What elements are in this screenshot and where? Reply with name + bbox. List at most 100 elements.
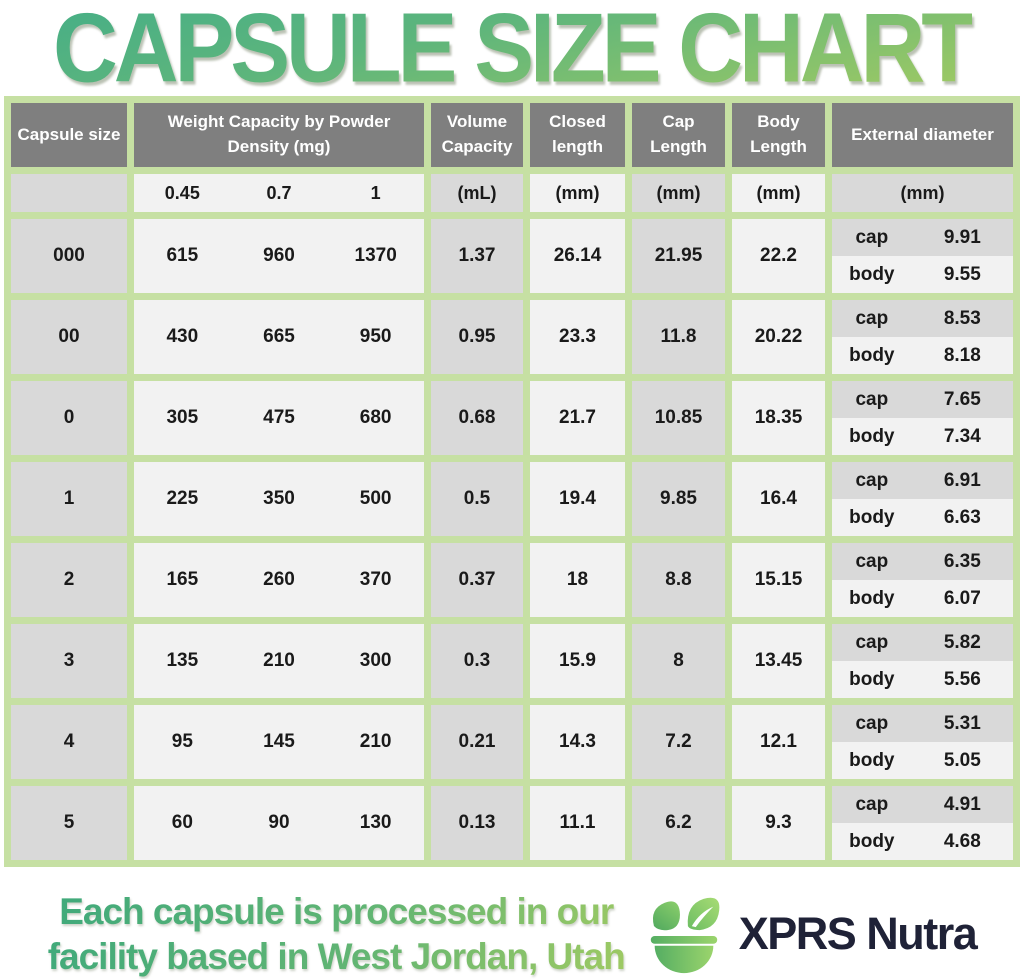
cell-body-length: 15.15 xyxy=(732,543,825,617)
cell-cap-length: 21.95 xyxy=(632,219,725,293)
tagline-line-2: facility based in West Jordan, Utah xyxy=(47,936,625,978)
cell-external-diameter: cap 9.91 body 9.55 xyxy=(832,219,1013,293)
external-body-subrow: body 5.56 xyxy=(832,661,1013,698)
external-cap-subrow: cap 5.31 xyxy=(832,705,1013,742)
external-body-subrow: body 7.34 xyxy=(832,418,1013,455)
table-row: 5 60 90 130 0.13 11.1 6.2 9.3 cap 4.91 b… xyxy=(11,786,1013,860)
cell-weights: 430 665 950 xyxy=(134,300,424,374)
cell-volume: 0.5 xyxy=(431,462,523,536)
cell-weight-07: 350 xyxy=(263,488,295,509)
external-cap-label: cap xyxy=(855,631,889,653)
units-body: (mm) xyxy=(732,174,825,212)
table-header-row: Capsule size Weight Capacity by Powder D… xyxy=(11,103,1013,167)
density-045: 0.45 xyxy=(164,182,200,203)
external-cap-subrow: cap 6.35 xyxy=(832,543,1013,580)
external-cap-label: cap xyxy=(855,226,889,248)
external-cap-subrow: cap 6.91 xyxy=(832,462,1013,499)
external-cap-label: cap xyxy=(855,550,889,572)
cell-closed-length: 11.1 xyxy=(530,786,625,860)
cell-external-diameter: cap 6.35 body 6.07 xyxy=(832,543,1013,617)
cell-weight-045: 430 xyxy=(166,326,199,347)
cell-external-diameter: cap 4.91 body 4.68 xyxy=(832,786,1013,860)
header-weight-capacity: Weight Capacity by Powder Density (mg) xyxy=(134,103,424,167)
cell-weight-1: 950 xyxy=(359,326,392,347)
cell-body-length: 22.2 xyxy=(732,219,825,293)
cell-volume: 0.95 xyxy=(431,300,523,374)
cell-weight-1: 1370 xyxy=(354,245,397,266)
external-body-label: body xyxy=(849,344,895,366)
cell-capsule-size: 3 xyxy=(11,624,127,698)
cell-weight-045: 60 xyxy=(171,812,193,833)
capsule-size-table: Capsule size Weight Capacity by Powder D… xyxy=(4,96,1020,867)
cell-capsule-size: 4 xyxy=(11,705,127,779)
external-body-value: 4.68 xyxy=(943,830,981,852)
brand-name: XPRS Nutra xyxy=(738,908,978,960)
cell-cap-length: 6.2 xyxy=(632,786,725,860)
cell-weight-07: 475 xyxy=(263,407,295,428)
cell-cap-length: 8.8 xyxy=(632,543,725,617)
header-capsule-size: Capsule size xyxy=(11,103,127,167)
external-body-label: body xyxy=(849,749,895,771)
units-capsule-size xyxy=(11,174,127,212)
cell-weight-1: 500 xyxy=(359,488,392,509)
cell-weights: 615 960 1370 xyxy=(134,219,424,293)
external-body-value: 5.56 xyxy=(943,668,981,690)
external-cap-label: cap xyxy=(855,469,889,491)
cell-cap-length: 11.8 xyxy=(632,300,725,374)
external-body-value: 6.63 xyxy=(943,506,981,528)
table-row: 2 165 260 370 0.37 18 8.8 15.15 cap 6.35… xyxy=(11,543,1013,617)
external-body-value: 9.55 xyxy=(943,263,981,285)
cell-weight-07: 260 xyxy=(263,569,295,590)
cell-weight-07: 665 xyxy=(263,326,295,347)
cell-volume: 0.37 xyxy=(431,543,523,617)
units-closed: (mm) xyxy=(530,174,625,212)
table-row: 1 225 350 500 0.5 19.4 9.85 16.4 cap 6.9… xyxy=(11,462,1013,536)
cell-weights: 135 210 300 xyxy=(134,624,424,698)
cell-capsule-size: 2 xyxy=(11,543,127,617)
external-body-label: body xyxy=(849,263,895,285)
cell-body-length: 20.22 xyxy=(732,300,825,374)
cell-external-diameter: cap 8.53 body 8.18 xyxy=(832,300,1013,374)
cell-capsule-size: 5 xyxy=(11,786,127,860)
external-body-label: body xyxy=(849,830,895,852)
external-cap-value: 6.35 xyxy=(943,550,981,572)
cell-closed-length: 26.14 xyxy=(530,219,625,293)
units-cap: (mm) xyxy=(632,174,725,212)
table-row: 4 95 145 210 0.21 14.3 7.2 12.1 cap 5.31… xyxy=(11,705,1013,779)
table-row: 0 305 475 680 0.68 21.7 10.85 18.35 cap … xyxy=(11,381,1013,455)
mortar-leaf-logo-icon xyxy=(650,897,720,974)
cell-cap-length: 7.2 xyxy=(632,705,725,779)
external-body-subrow: body 6.63 xyxy=(832,499,1013,536)
external-cap-label: cap xyxy=(855,388,889,410)
table-row: 00 430 665 950 0.95 23.3 11.8 20.22 cap … xyxy=(11,300,1013,374)
cell-weights: 305 475 680 xyxy=(134,381,424,455)
cell-body-length: 18.35 xyxy=(732,381,825,455)
external-cap-value: 7.65 xyxy=(943,388,981,410)
tagline-line-1: Each capsule is processed in our xyxy=(59,891,614,932)
external-cap-subrow: cap 9.91 xyxy=(832,219,1013,256)
cell-weight-07: 960 xyxy=(263,245,295,266)
units-densities: 0.45 0.7 1 xyxy=(134,174,424,212)
external-cap-subrow: cap 5.82 xyxy=(832,624,1013,661)
table-body: 000 615 960 1370 1.37 26.14 21.95 22.2 c… xyxy=(11,219,1013,860)
external-body-label: body xyxy=(849,506,895,528)
cell-weight-1: 210 xyxy=(359,731,392,752)
units-volume: (mL) xyxy=(431,174,523,212)
cell-weight-1: 130 xyxy=(359,812,392,833)
cell-capsule-size: 1 xyxy=(11,462,127,536)
cell-capsule-size: 00 xyxy=(11,300,127,374)
cell-weight-045: 165 xyxy=(166,569,199,590)
footer: Each capsule is processed in our facilit… xyxy=(0,889,1024,979)
cell-closed-length: 14.3 xyxy=(530,705,625,779)
cell-closed-length: 15.9 xyxy=(530,624,625,698)
cell-weights: 225 350 500 xyxy=(134,462,424,536)
cell-weight-045: 225 xyxy=(166,488,199,509)
page-title: CAPSULE SIZE CHART xyxy=(53,0,976,105)
cell-volume: 0.68 xyxy=(431,381,523,455)
cell-closed-length: 23.3 xyxy=(530,300,625,374)
cell-weight-1: 680 xyxy=(359,407,392,428)
external-cap-value: 6.91 xyxy=(943,469,981,491)
external-cap-label: cap xyxy=(855,793,889,815)
cell-volume: 1.37 xyxy=(431,219,523,293)
external-cap-subrow: cap 8.53 xyxy=(832,300,1013,337)
